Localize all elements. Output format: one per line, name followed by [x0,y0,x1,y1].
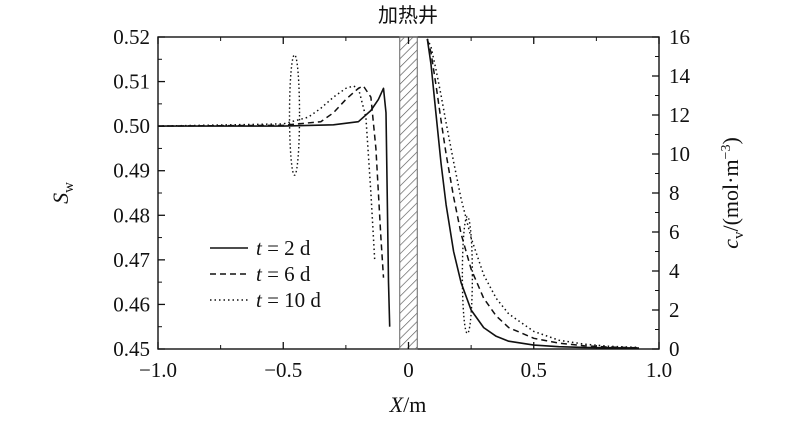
y-right-axis-ticks: 0 2 4 6 8 10 12 14 16 [652,25,691,361]
heating-well-region [399,36,418,350]
ellipse-left-series-group [288,54,301,176]
x-tick-label: 1.0 [646,358,672,382]
y-left-tick-label: 0.48 [113,203,150,227]
legend: t = 2 d t = 6 d t = 10 d [210,236,321,312]
x-tick-label: −0.5 [264,358,302,382]
x-axis-ticks: −1.0 −0.5 0 0.5 1.0 [139,37,672,382]
x-tick-label: 0.5 [521,358,547,382]
y-left-tick-label: 0.46 [113,292,150,316]
y-right-tick-label: 0 [669,337,680,361]
ellipse-right-series-group [461,215,474,335]
x-axis-title: X/m [389,392,427,417]
x-tick-label: −1.0 [139,358,177,382]
annotation-ellipses [288,54,474,335]
legend-label-t2: t = 2 d [256,236,311,260]
y-left-tick-label: 0.45 [113,337,150,361]
y-left-axis-title: Sw [48,182,77,204]
y-right-tick-label: 12 [669,103,690,127]
y-left-tick-label: 0.47 [113,248,150,272]
series-lines [157,38,640,349]
y-left-axis-ticks: 0.45 0.46 0.47 0.48 0.49 0.50 0.51 0.52 [113,25,165,361]
y-left-tick-label: 0.49 [113,159,150,183]
y-right-tick-label: 14 [669,64,691,88]
y-left-tick-label: 0.51 [113,70,150,94]
y-right-tick-label: 2 [669,298,680,322]
y-left-tick-label: 0.50 [113,114,150,138]
y-right-tick-label: 8 [669,181,680,205]
y-right-tick-label: 4 [669,259,680,283]
y-right-tick-label: 10 [669,142,690,166]
series-line-solid-left [158,87,391,327]
y-right-tick-label: 6 [669,220,680,244]
y-right-tick-label: 16 [669,25,690,49]
x-tick-label: 0 [403,358,414,382]
legend-label-t6: t = 6 d [256,262,311,286]
series-line-dotted-left [157,85,376,260]
y-right-axis-title: cv/(mol·m−3) [718,137,747,249]
y-left-tick-label: 0.52 [113,25,150,49]
heating-well-label: 加热井 [378,3,438,27]
series-line-solid-right [426,38,640,349]
series-line-dotted-right [426,38,640,349]
legend-label-t10: t = 10 d [256,288,321,312]
series-line-dashed-right [426,38,640,349]
